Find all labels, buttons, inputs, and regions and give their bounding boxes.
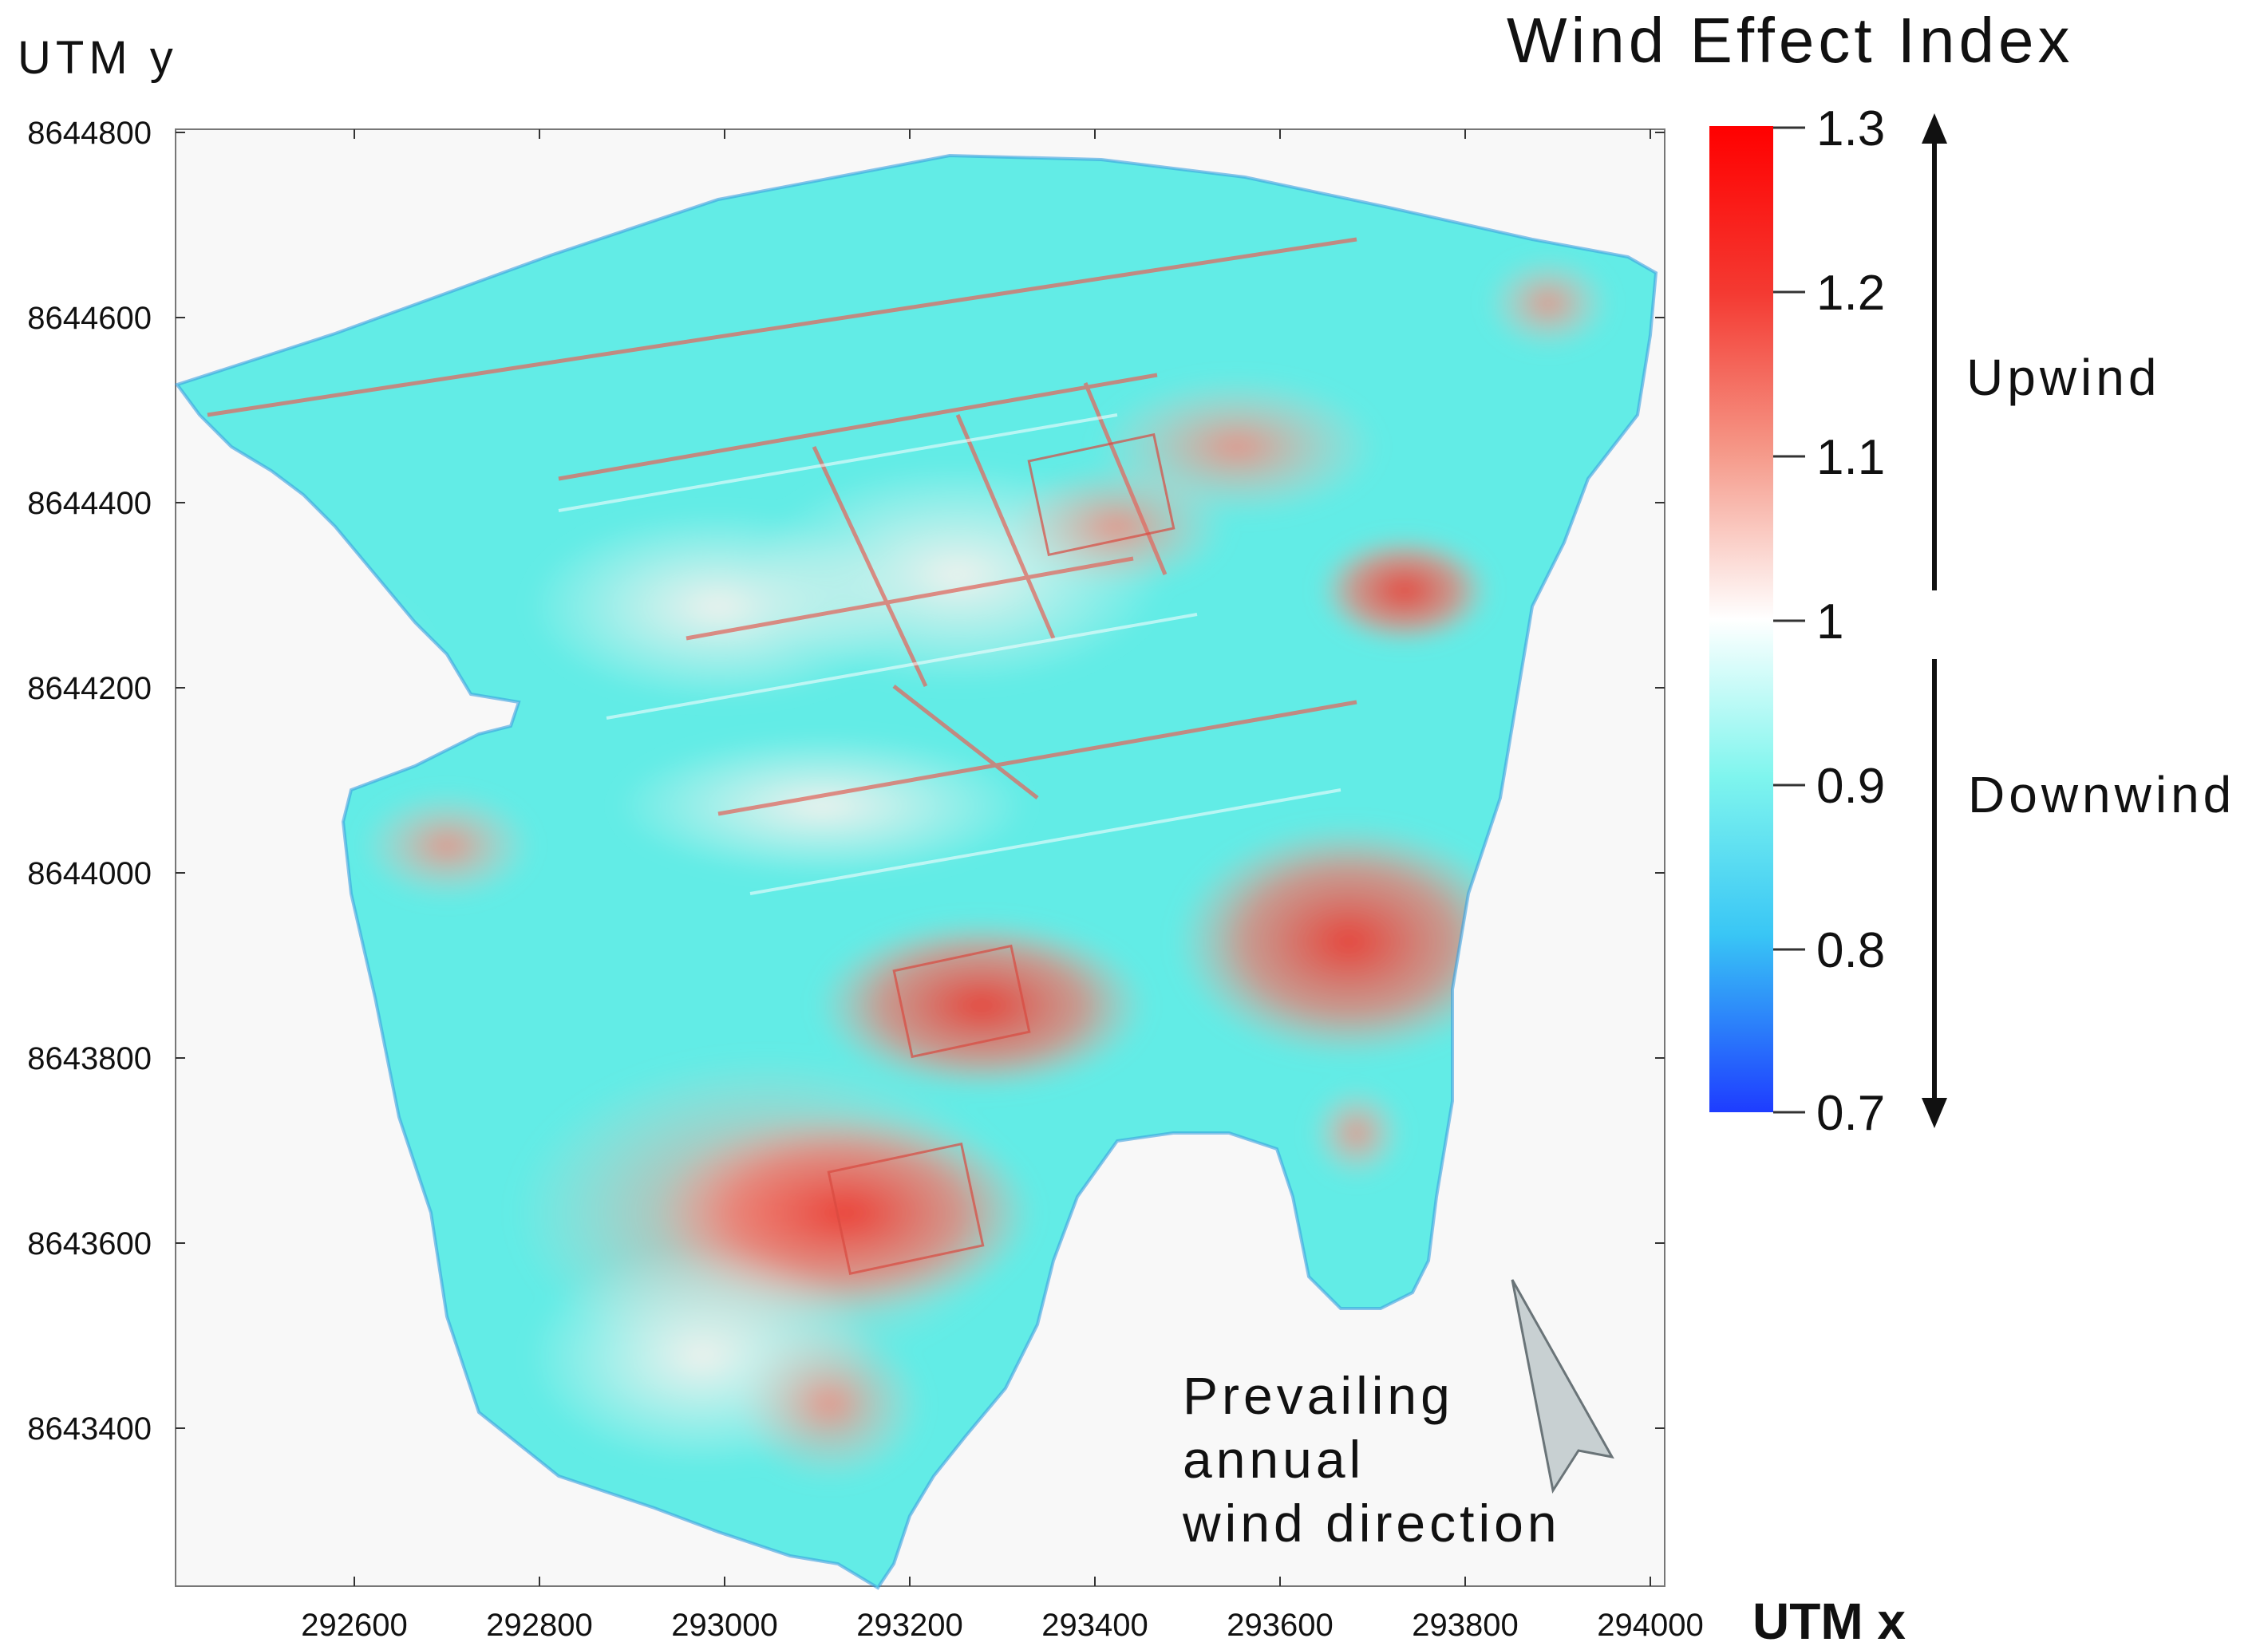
y-tick-label: 8644400 xyxy=(27,486,152,521)
x-tick-label: 293400 xyxy=(1041,1608,1148,1643)
colorbar-tick-label: 0.8 xyxy=(1816,923,1885,978)
y-tick-label: 8644200 xyxy=(27,671,152,706)
wind-direction-annotation: Prevailing annual wind direction xyxy=(1182,1279,1614,1553)
downwind-arrowhead-icon xyxy=(1922,1098,1947,1128)
y-axis: 8644800 8644600 8644400 8644200 8644000 … xyxy=(18,32,1665,1447)
colorbar: Wind Effect Index 1.3 1.2 1.1 1 0.9 0.8 … xyxy=(1507,5,2235,1141)
x-tick-label: 292600 xyxy=(301,1608,407,1643)
colorbar-title: Wind Effect Index xyxy=(1507,5,2074,76)
colorbar-tick-label: 1 xyxy=(1816,594,1843,649)
wind-annotation-line: annual xyxy=(1183,1430,1365,1489)
x-axis: 292600 292800 293000 293200 293400 29360… xyxy=(301,129,1906,1650)
x-tick-label: 293600 xyxy=(1227,1608,1333,1643)
y-tick-label: 8644800 xyxy=(27,116,152,151)
wind-annotation-line: Prevailing xyxy=(1183,1366,1454,1425)
x-tick-label: 294000 xyxy=(1597,1608,1703,1643)
wind-annotation-line: wind direction xyxy=(1182,1494,1561,1553)
wind-effect-raster xyxy=(176,154,1658,1589)
y-tick-label: 8643400 xyxy=(27,1411,152,1447)
x-tick-label: 293800 xyxy=(1412,1608,1518,1643)
colorbar-tick-label: 1.3 xyxy=(1816,101,1885,156)
downwind-label: Downwind xyxy=(1968,766,2235,823)
colorbar-tick-label: 1.1 xyxy=(1816,430,1885,485)
x-tick-label: 293200 xyxy=(856,1608,962,1643)
colorbar-tick-label: 0.7 xyxy=(1816,1086,1885,1141)
upwind-arrowhead-icon xyxy=(1922,113,1947,144)
x-tick-label: 293000 xyxy=(671,1608,777,1643)
colorbar-tick-label: 1.2 xyxy=(1816,266,1885,321)
y-tick-label: 8644000 xyxy=(27,856,152,891)
upwind-label: Upwind xyxy=(1966,349,2160,406)
colorbar-tick-label: 0.9 xyxy=(1816,759,1885,814)
y-tick-label: 8643800 xyxy=(27,1041,152,1076)
y-axis-title: UTM y xyxy=(18,32,178,84)
x-axis-title: UTM x xyxy=(1752,1593,1906,1650)
x-tick-label: 292800 xyxy=(486,1608,592,1643)
wind-arrow-icon xyxy=(1511,1279,1614,1494)
y-tick-label: 8643600 xyxy=(27,1226,152,1261)
y-tick-label: 8644600 xyxy=(27,301,152,336)
colorbar-gradient xyxy=(1709,126,1773,1112)
